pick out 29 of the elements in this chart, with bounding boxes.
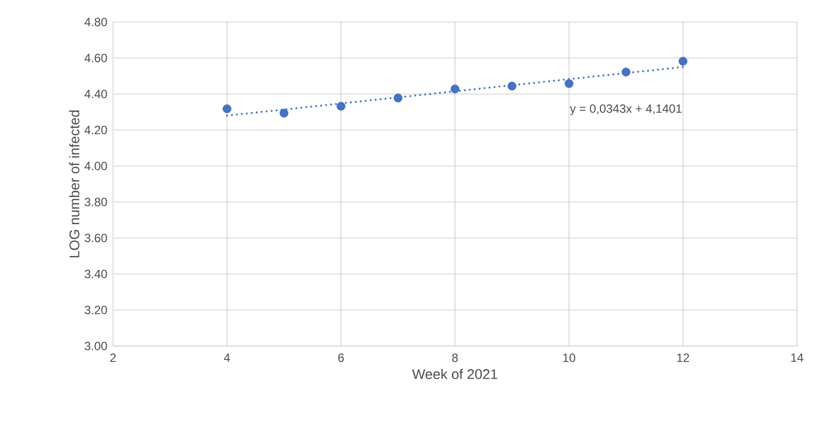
point bbox=[564, 79, 574, 88]
point bbox=[450, 84, 460, 94]
y-tick-label: 4.80 bbox=[84, 18, 108, 26]
x-axis-title: Week of 2021 bbox=[412, 368, 498, 380]
x-tick-label: 4 bbox=[224, 354, 230, 362]
x-tick-label: 12 bbox=[677, 354, 690, 362]
y-tick-label: 3.80 bbox=[84, 198, 108, 206]
y-tick-label: 4.20 bbox=[84, 126, 108, 134]
y-tick-label: 3.00 bbox=[84, 342, 108, 350]
x-tick-label: 8 bbox=[452, 354, 458, 362]
y-axis-title: LOG number of infected bbox=[69, 110, 80, 258]
annotation: y = 0,0343x + 4,1401 bbox=[570, 104, 682, 116]
y-tick-label: 4.40 bbox=[84, 90, 108, 98]
point bbox=[678, 56, 688, 66]
point bbox=[280, 108, 288, 118]
y-tick-label: 3.40 bbox=[84, 270, 108, 278]
x-tick-label: 14 bbox=[791, 354, 804, 362]
y-tick-label: 4.00 bbox=[84, 162, 108, 170]
x-tick-label: 10 bbox=[563, 354, 576, 362]
point bbox=[508, 82, 516, 90]
x-tick-label: 2 bbox=[110, 354, 116, 362]
point bbox=[336, 102, 346, 111]
point bbox=[222, 104, 232, 114]
point bbox=[394, 94, 402, 102]
y-tick-label: 3.20 bbox=[84, 306, 108, 314]
y-tick-label: 3.60 bbox=[84, 234, 108, 242]
x-tick-label: 6 bbox=[338, 354, 344, 362]
y-tick-label: 4.60 bbox=[84, 54, 108, 62]
point bbox=[622, 68, 630, 76]
